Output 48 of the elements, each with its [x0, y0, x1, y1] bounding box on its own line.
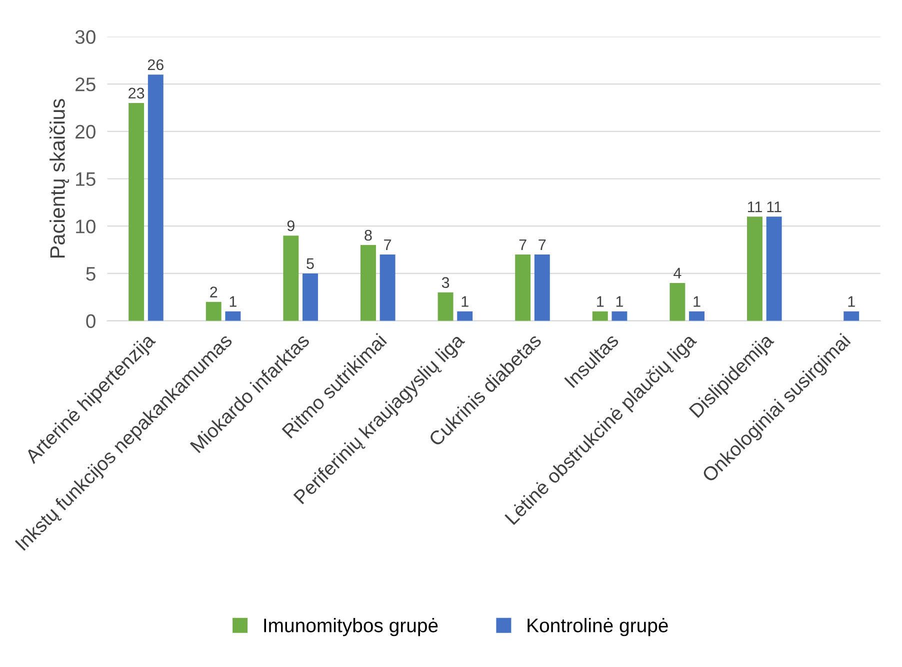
data-label: 8 [364, 230, 372, 241]
bar [515, 254, 531, 321]
data-label: 1 [462, 296, 468, 307]
y-tick-label: 10 [76, 220, 96, 234]
data-label: 11 [748, 202, 762, 212]
y-tick-label: 25 [76, 78, 96, 92]
legend-label: Imunomitybos grupė [264, 618, 438, 636]
data-label: 11 [767, 202, 782, 212]
data-label: 7 [519, 239, 526, 250]
data-label: 1 [694, 296, 700, 307]
bar [612, 311, 628, 321]
y-tick-label: 5 [86, 267, 96, 281]
bar [438, 292, 454, 321]
bar [225, 311, 241, 321]
bar [302, 273, 318, 321]
bar [148, 74, 164, 321]
bar [689, 311, 704, 321]
data-label: 2 [210, 286, 218, 298]
data-label: 7 [538, 239, 546, 250]
data-label: 1 [616, 296, 623, 307]
bar [766, 216, 782, 321]
bar [283, 236, 299, 321]
data-label: 5 [306, 258, 314, 270]
data-label: 7 [384, 239, 392, 250]
y-axis-title: Pacientų skaičius [50, 99, 70, 258]
y-tick-label: 30 [75, 30, 96, 44]
bar [592, 311, 608, 321]
legend-label: Kontrolinė grupė [528, 618, 668, 636]
data-label: 23 [128, 88, 144, 99]
data-label: 26 [148, 59, 164, 70]
y-tick-label: 20 [76, 124, 96, 139]
bar [457, 311, 473, 321]
data-label: 1 [848, 296, 855, 307]
data-label: 1 [597, 296, 604, 307]
bar [206, 302, 222, 321]
bar [360, 245, 376, 321]
bar [844, 311, 860, 321]
bar [534, 254, 550, 321]
bar [670, 282, 686, 321]
data-label: 1 [230, 296, 236, 307]
bar [128, 102, 144, 321]
bar [747, 216, 762, 321]
data-label: 3 [442, 277, 450, 288]
data-label: 4 [674, 268, 682, 278]
y-tick-label: 0 [86, 314, 96, 328]
bar [380, 254, 396, 321]
data-label: 9 [287, 220, 294, 232]
y-tick-label: 15 [76, 172, 96, 186]
